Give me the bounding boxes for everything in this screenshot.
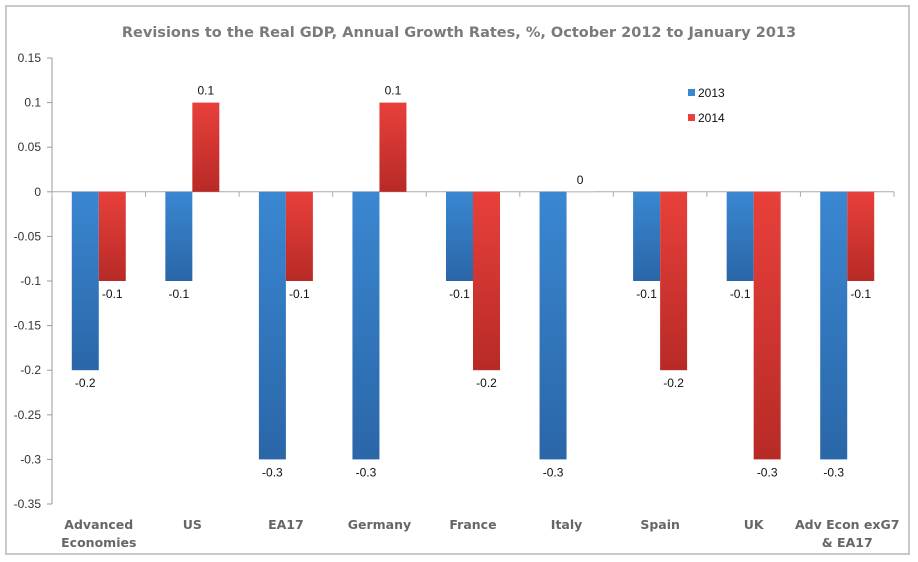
legend-swatch-2013	[688, 89, 695, 96]
bar-2013	[633, 191, 661, 281]
data-label-2014: -0.1	[102, 287, 123, 301]
data-label-2013: -0.3	[262, 465, 283, 479]
data-label-2013: -0.3	[356, 465, 377, 479]
y-tick-label: 0.15	[18, 51, 42, 65]
category-labels: Advanced Economies US EA17 Germany France Ital…	[61, 517, 899, 550]
bar-2014	[847, 191, 875, 281]
data-label-2014: 0.1	[197, 84, 214, 98]
data-label-2014: 0	[577, 173, 584, 187]
category-label: US	[183, 517, 202, 532]
data-label-2014: -0.1	[289, 287, 310, 301]
bar-2013	[446, 191, 473, 281]
category-label: France	[449, 517, 496, 532]
data-label-2014: -0.3	[757, 465, 778, 479]
bar-2013	[726, 191, 754, 281]
bar-2013	[165, 191, 193, 281]
legend: 2013 2014	[688, 86, 725, 125]
bar-2013	[820, 191, 848, 460]
chart-title: Revisions to the Real GDP, Annual Growth…	[122, 25, 796, 41]
data-label-2014: 0.1	[385, 84, 402, 98]
bar-2014	[98, 191, 126, 281]
bar-2014	[660, 191, 688, 371]
category-label: Advanced	[64, 517, 133, 532]
category-label: & EA17	[822, 535, 873, 550]
data-label-2014: -0.1	[850, 287, 871, 301]
category-label: Spain	[640, 517, 680, 532]
category-label: Italy	[551, 517, 583, 532]
bar-2013	[258, 191, 286, 460]
bar-2014	[753, 191, 781, 460]
data-label-2013: -0.3	[823, 465, 844, 479]
data-label-2013: -0.1	[449, 287, 470, 301]
legend-swatch-2014	[688, 114, 695, 121]
bar-2013	[539, 191, 567, 460]
bar-2014	[566, 191, 594, 194]
y-tick-label: -0.3	[20, 452, 41, 466]
y-tick-label: -0.15	[14, 319, 42, 333]
data-label-2013: -0.1	[168, 287, 189, 301]
data-label-2014: -0.2	[476, 376, 497, 390]
data-labels: -0.2 -0.1 -0.1 0.1 -0.3 -0.1 -0.3 0.1 -0.1 -0.2 -0…	[75, 84, 871, 480]
category-label: EA17	[268, 517, 304, 532]
y-tick-label: -0.05	[14, 229, 42, 243]
y-tick-label: 0.1	[24, 96, 41, 110]
bars	[71, 102, 875, 460]
bar-2014	[473, 191, 500, 371]
y-tick-label: -0.35	[14, 497, 42, 511]
y-tick-label: -0.2	[20, 363, 41, 377]
bar-2013	[71, 191, 99, 371]
y-tick-label: 0.05	[18, 140, 42, 154]
y-tick-label: 0	[34, 185, 41, 199]
category-label: Economies	[61, 535, 136, 550]
y-tick-label: -0.25	[14, 408, 42, 422]
category-label: UK	[744, 517, 765, 532]
category-label: Adv Econ exG7	[795, 517, 899, 532]
bar-2014	[379, 102, 407, 192]
legend-label-2013: 2013	[698, 86, 725, 100]
data-label-2013: -0.1	[636, 287, 657, 301]
bar-2013	[352, 191, 380, 460]
y-tick-label: -0.1	[20, 274, 41, 288]
data-label-2013: -0.2	[75, 376, 96, 390]
bar-2014	[285, 191, 313, 281]
legend-label-2014: 2014	[698, 111, 725, 125]
bar-2014	[192, 102, 220, 192]
data-label-2013: -0.1	[730, 287, 751, 301]
data-label-2014: -0.2	[663, 376, 684, 390]
data-label-2013: -0.3	[543, 465, 564, 479]
category-label: Germany	[348, 517, 411, 532]
